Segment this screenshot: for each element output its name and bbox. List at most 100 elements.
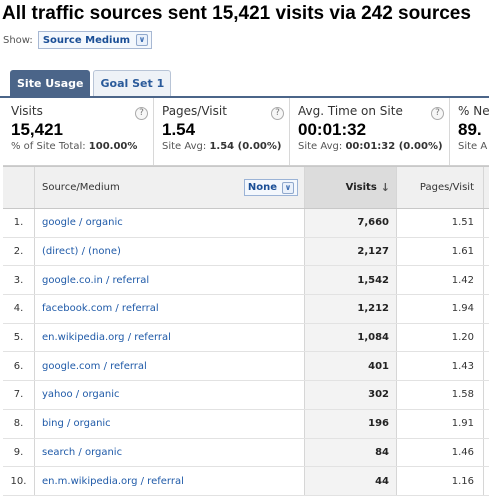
- show-label: Show:: [3, 34, 33, 46]
- visits-cell: 302: [305, 381, 397, 409]
- tab-goal-set-1[interactable]: Goal Set 1: [93, 70, 172, 96]
- table-row: 1. google / organic 7,660 1.51: [3, 209, 489, 238]
- metric-value: 15,421: [11, 120, 63, 139]
- visits-cell: 7,660: [305, 209, 397, 237]
- overflow-cell: [484, 295, 489, 323]
- overflow-cell: [484, 439, 489, 467]
- dimension-dropdown-value: Source Medium: [42, 34, 130, 46]
- visits-cell: 401: [305, 352, 397, 381]
- metric-label: Visits: [11, 104, 43, 118]
- source-medium-link[interactable]: en.wikipedia.org / referral: [35, 323, 305, 352]
- table-body: 1. google / organic 7,660 1.51 2. (direct) / …: [3, 209, 489, 496]
- secondary-dimension-dropdown[interactable]: None ∨: [243, 179, 298, 196]
- metric-value: 00:01:32: [298, 120, 367, 139]
- row-index: 7.: [3, 381, 35, 409]
- header-visits-label[interactable]: Visits: [345, 182, 377, 193]
- metric-label: % Ne: [458, 104, 489, 118]
- header-visits[interactable]: Visits ↓: [305, 167, 397, 208]
- row-index: 10.: [3, 467, 35, 495]
- table-row: 10. en.m.wikipedia.org / referral 44 1.16: [3, 467, 489, 496]
- row-index: 5.: [3, 323, 35, 352]
- overflow-cell: [484, 381, 489, 409]
- metric-value: 1.54: [162, 120, 196, 139]
- source-medium-link[interactable]: google / organic: [35, 209, 305, 237]
- tab-site-usage[interactable]: Site Usage: [10, 70, 91, 96]
- overflow-cell: [484, 209, 489, 237]
- pages-visit-cell: 1.58: [397, 381, 484, 409]
- overflow-cell: [484, 467, 489, 495]
- overflow-cell: [484, 266, 489, 294]
- metric-sub: Site A: [458, 141, 488, 152]
- header-pages-visit[interactable]: Pages/Visit: [397, 167, 484, 208]
- metric-avg-time: Avg. Time on Site 00:01:32 Site Avg: 00:…: [290, 98, 450, 165]
- visits-cell: 2,127: [305, 237, 397, 266]
- row-index: 2.: [3, 237, 35, 266]
- help-icon[interactable]: ?: [135, 107, 148, 120]
- secondary-dimension-value: None: [247, 182, 277, 193]
- table-row: 6. google.com / referral 401 1.43: [3, 352, 489, 382]
- source-medium-link[interactable]: yahoo / organic: [35, 381, 305, 409]
- row-index: 8.: [3, 409, 35, 438]
- source-medium-link[interactable]: search / organic: [35, 438, 305, 467]
- row-index: 4.: [3, 295, 35, 323]
- table-row: 4. facebook.com / referral 1,212 1.94: [3, 295, 489, 324]
- table-row: 3. google.co.in / referral 1,542 1.42: [3, 266, 489, 296]
- visits-cell: 1,084: [305, 323, 397, 352]
- pages-visit-cell: 1.42: [397, 266, 484, 295]
- report-tabs: Site Usage Goal Set 1: [10, 70, 174, 96]
- overflow-cell: [484, 352, 489, 380]
- visits-cell: 44: [305, 467, 397, 495]
- overflow-cell: [484, 324, 489, 352]
- table-row: 5. en.wikipedia.org / referral 1,084 1.20: [3, 323, 489, 353]
- chevron-down-icon[interactable]: ∨: [136, 34, 148, 46]
- pages-visit-cell: 1.16: [397, 467, 484, 495]
- overflow-cell: [484, 238, 489, 266]
- pages-visit-cell: 1.46: [397, 438, 484, 467]
- sort-down-arrow-icon[interactable]: ↓: [380, 181, 390, 194]
- table-row: 7. yahoo / organic 302 1.58: [3, 381, 489, 410]
- row-index: 1.: [3, 209, 35, 237]
- visits-cell: 84: [305, 438, 397, 467]
- chevron-down-icon[interactable]: ∨: [282, 181, 294, 194]
- table-row: 9. search / organic 84 1.46: [3, 438, 489, 468]
- source-medium-link[interactable]: facebook.com / referral: [35, 295, 305, 323]
- metric-sub: % of Site Total: 100.00%: [11, 141, 138, 152]
- header-overflow: [484, 167, 489, 208]
- metric-label: Avg. Time on Site: [298, 104, 403, 118]
- visits-cell: 1,212: [305, 295, 397, 323]
- pages-visit-cell: 1.61: [397, 237, 484, 266]
- header-source: Source/Medium None ∨: [35, 167, 305, 208]
- source-medium-link[interactable]: bing / organic: [35, 409, 305, 438]
- metric-label: Pages/Visit: [162, 104, 227, 118]
- metrics-summary: Visits 15,421 % of Site Total: 100.00% ?…: [3, 98, 489, 166]
- help-icon[interactable]: ?: [431, 107, 444, 120]
- row-index: 6.: [3, 352, 35, 381]
- metric-sub: Site Avg: 1.54 (0.00%): [162, 141, 282, 152]
- pages-visit-cell: 1.43: [397, 352, 484, 381]
- metric-sub: Site Avg: 00:01:32 (0.00%): [298, 141, 443, 152]
- row-index: 9.: [3, 438, 35, 467]
- pages-visit-cell: 1.51: [397, 209, 484, 237]
- metric-new-visits: % Ne 89. Site A: [450, 98, 489, 165]
- source-medium-link[interactable]: google.co.in / referral: [35, 266, 305, 295]
- metric-visits: Visits 15,421 % of Site Total: 100.00% ?: [3, 98, 154, 165]
- pages-visit-cell: 1.94: [397, 295, 484, 323]
- pages-visit-cell: 1.91: [397, 409, 484, 438]
- metric-value: 89.: [458, 120, 482, 139]
- source-medium-link[interactable]: google.com / referral: [35, 352, 305, 381]
- sources-table: Source/Medium None ∨ Visits ↓ Pages/Visi…: [3, 166, 489, 496]
- dimension-dropdown[interactable]: Source Medium ∨: [37, 31, 152, 49]
- header-source-label[interactable]: Source/Medium: [42, 182, 120, 193]
- overflow-cell: [484, 410, 489, 438]
- pages-visit-cell: 1.20: [397, 323, 484, 352]
- help-icon[interactable]: ?: [271, 107, 284, 120]
- table-row: 8. bing / organic 196 1.91: [3, 409, 489, 439]
- visits-cell: 1,542: [305, 266, 397, 295]
- table-header: Source/Medium None ∨ Visits ↓ Pages/Visi…: [3, 166, 489, 209]
- source-medium-link[interactable]: (direct) / (none): [35, 237, 305, 266]
- header-index: [3, 167, 35, 208]
- source-medium-link[interactable]: en.m.wikipedia.org / referral: [35, 467, 305, 495]
- table-row: 2. (direct) / (none) 2,127 1.61: [3, 237, 489, 267]
- page-title: All traffic sources sent 15,421 visits v…: [2, 3, 471, 24]
- show-selector-row: Show: Source Medium ∨: [3, 30, 152, 50]
